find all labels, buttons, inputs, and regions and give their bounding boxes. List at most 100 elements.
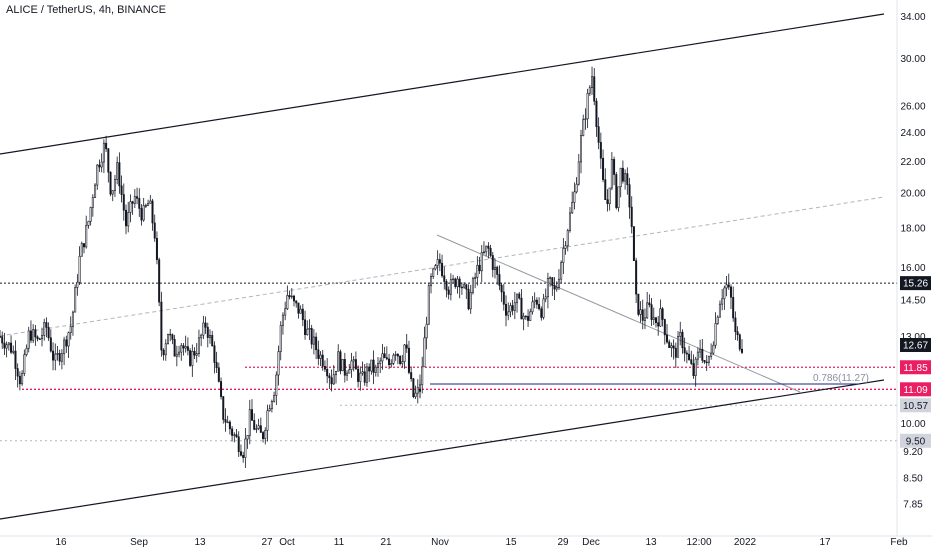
candle-body xyxy=(209,335,212,338)
candle-body xyxy=(173,339,176,357)
candle-body xyxy=(531,301,534,313)
candle-body xyxy=(248,409,251,436)
y-tick-label: 30.00 xyxy=(900,54,925,65)
candle-body xyxy=(465,284,468,290)
fib-label: 0.786(11.27) xyxy=(813,373,869,384)
candle-body xyxy=(591,76,594,89)
candle-body xyxy=(458,278,461,288)
candle-body xyxy=(337,351,340,372)
channel-mid-line xyxy=(0,196,885,337)
candle-body xyxy=(268,408,271,412)
candle-body xyxy=(0,336,1,338)
candle-body xyxy=(368,366,371,372)
candle-body xyxy=(707,356,710,363)
candle-body xyxy=(169,333,172,336)
candle-body xyxy=(425,323,428,339)
candle-body xyxy=(38,338,41,340)
candle-body xyxy=(65,339,68,347)
y-tick-label: 14.50 xyxy=(900,296,925,307)
candle-body xyxy=(551,277,554,286)
candle-body xyxy=(621,167,624,182)
candle-body xyxy=(74,287,77,313)
candle-body xyxy=(153,222,156,239)
candle-body xyxy=(392,354,395,364)
candle-body xyxy=(286,295,289,310)
candle-body xyxy=(502,291,505,305)
candle-body xyxy=(509,305,512,313)
candle-body xyxy=(49,337,52,352)
candle-body xyxy=(694,358,697,377)
candle-body xyxy=(224,419,227,423)
candle-body xyxy=(529,311,532,321)
candle-body xyxy=(710,352,713,357)
price-tag-label: 10.57 xyxy=(903,401,928,412)
candle-body xyxy=(80,243,83,257)
candle-body xyxy=(654,317,657,323)
candle-body xyxy=(273,395,276,402)
candle-body xyxy=(716,316,719,324)
candle-body xyxy=(56,353,59,355)
candle-body xyxy=(639,309,642,315)
y-tick-label: 7.85 xyxy=(903,500,923,511)
candle-body xyxy=(683,347,686,354)
candle-body xyxy=(500,284,503,293)
candle-body xyxy=(443,275,446,282)
candle-body xyxy=(259,425,262,433)
candle-body xyxy=(127,212,130,227)
candle-body xyxy=(167,333,170,345)
candle-body xyxy=(339,351,342,372)
price-tag-label: 11.85 xyxy=(903,363,928,374)
candle-body xyxy=(158,259,161,303)
price-tag-label: 15.26 xyxy=(903,279,928,290)
candle-body xyxy=(365,366,368,383)
candle-body xyxy=(535,299,538,305)
candle-body xyxy=(18,375,21,385)
candle-body xyxy=(151,200,154,224)
candle-body xyxy=(171,334,174,340)
candle-body xyxy=(213,345,216,363)
candle-body xyxy=(463,284,466,288)
x-tick-label: 16 xyxy=(55,537,67,548)
candle-body xyxy=(251,409,254,421)
candle-body xyxy=(284,308,287,316)
candle-body xyxy=(674,347,677,358)
candle-body xyxy=(54,353,57,361)
candle-body xyxy=(281,314,284,326)
price-tags: 15.26 12.67 11.85 11.09 10.57 9.50 xyxy=(900,276,931,448)
candle-body xyxy=(317,349,320,359)
y-tick-label: 9.20 xyxy=(903,447,923,458)
candle-body xyxy=(498,274,501,286)
candle-body xyxy=(246,435,249,440)
y-tick-label: 18.00 xyxy=(900,224,925,235)
candle-body xyxy=(264,429,267,439)
candle-body xyxy=(69,326,72,334)
x-tick-label: Dec xyxy=(582,537,600,548)
candle-body xyxy=(666,334,669,343)
candle-body xyxy=(36,336,39,340)
candle-body xyxy=(164,343,167,356)
candle-body xyxy=(319,354,322,359)
candle-body xyxy=(454,278,457,287)
candle-body xyxy=(568,212,571,231)
candle-body xyxy=(441,262,444,277)
candle-body xyxy=(138,198,141,209)
x-tick-label: Feb xyxy=(890,537,908,548)
candle-body xyxy=(410,372,413,380)
candle-body xyxy=(381,353,384,362)
candle-body xyxy=(564,245,567,249)
candle-body xyxy=(204,322,207,328)
candle-body xyxy=(14,350,17,369)
candle-body xyxy=(524,315,527,318)
candle-body xyxy=(418,384,421,390)
candle-body xyxy=(628,184,631,208)
candle-body xyxy=(235,434,238,438)
candle-body xyxy=(586,92,589,120)
candle-body xyxy=(27,330,30,349)
candle-body xyxy=(403,344,406,362)
x-tick-label: 11 xyxy=(334,537,345,548)
candle-body xyxy=(109,171,112,195)
candle-body xyxy=(255,428,258,430)
candle-body xyxy=(91,197,94,208)
candle-body xyxy=(23,354,26,374)
